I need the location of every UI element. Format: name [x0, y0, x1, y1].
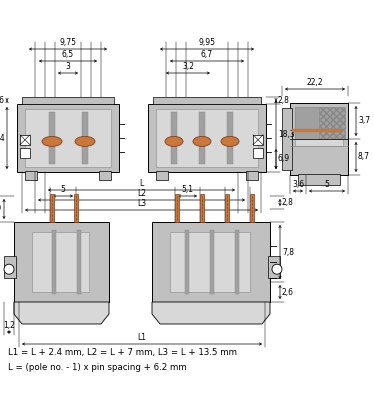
- Text: 5: 5: [61, 185, 65, 194]
- Text: 6,5: 6,5: [62, 50, 74, 59]
- Bar: [50, 194, 54, 222]
- Text: 2,6: 2,6: [282, 288, 294, 296]
- Bar: [152, 222, 270, 302]
- Text: 6,9: 6,9: [278, 154, 290, 164]
- Bar: [295, 107, 321, 139]
- Bar: [99, 171, 111, 180]
- Text: 7,8: 7,8: [282, 248, 294, 256]
- Bar: [32, 232, 89, 292]
- Ellipse shape: [165, 136, 183, 146]
- Bar: [148, 104, 266, 172]
- Polygon shape: [152, 302, 270, 324]
- Bar: [250, 194, 254, 222]
- Polygon shape: [14, 302, 109, 324]
- Text: L1: L1: [138, 333, 147, 342]
- Bar: [22, 97, 114, 104]
- Bar: [295, 106, 343, 146]
- Bar: [227, 112, 233, 164]
- Bar: [82, 112, 88, 164]
- Text: 8,7: 8,7: [358, 152, 370, 162]
- Text: L = (pole no. - 1) x pin spacing + 6.2 mm: L = (pole no. - 1) x pin spacing + 6.2 m…: [8, 362, 187, 372]
- Text: L3: L3: [137, 199, 146, 208]
- Bar: [171, 112, 177, 164]
- Text: 11,4: 11,4: [0, 134, 4, 142]
- Text: 18,3: 18,3: [278, 130, 295, 139]
- Bar: [185, 230, 189, 294]
- Text: L1 = L + 2.4 mm, L2 = L + 7 mm, L3 = L + 13.5 mm: L1 = L + 2.4 mm, L2 = L + 7 mm, L3 = L +…: [8, 348, 237, 358]
- Bar: [20, 148, 30, 158]
- Text: 9,95: 9,95: [199, 38, 215, 47]
- Circle shape: [272, 264, 282, 274]
- Bar: [253, 135, 263, 145]
- Ellipse shape: [221, 136, 239, 146]
- Bar: [235, 230, 239, 294]
- Text: 3,9: 3,9: [0, 204, 1, 214]
- Bar: [253, 148, 263, 158]
- Bar: [170, 232, 250, 292]
- Bar: [282, 108, 292, 170]
- Text: 3,2: 3,2: [182, 62, 194, 71]
- Text: 3,6: 3,6: [292, 180, 304, 189]
- Text: 6,7: 6,7: [201, 50, 213, 59]
- Text: 2,8: 2,8: [282, 198, 294, 207]
- Bar: [25, 109, 111, 167]
- Bar: [199, 112, 205, 164]
- Bar: [268, 256, 280, 278]
- Text: L2: L2: [137, 189, 146, 198]
- Bar: [77, 230, 81, 294]
- Bar: [156, 171, 168, 180]
- Ellipse shape: [193, 136, 211, 146]
- Text: L: L: [140, 179, 144, 188]
- Bar: [49, 112, 55, 164]
- Bar: [225, 194, 229, 222]
- Bar: [17, 104, 119, 172]
- Bar: [200, 194, 204, 222]
- Text: 2,8: 2,8: [278, 96, 290, 105]
- Text: 3,7: 3,7: [358, 116, 370, 126]
- Text: 5: 5: [325, 180, 329, 189]
- Bar: [153, 97, 261, 104]
- Text: 9,75: 9,75: [59, 38, 77, 47]
- Bar: [298, 174, 340, 185]
- Bar: [290, 103, 348, 175]
- Bar: [52, 230, 56, 294]
- Ellipse shape: [42, 136, 62, 146]
- Text: 3: 3: [65, 62, 70, 71]
- Circle shape: [4, 264, 14, 274]
- Bar: [14, 222, 109, 302]
- Bar: [210, 230, 214, 294]
- Ellipse shape: [75, 136, 95, 146]
- Bar: [25, 171, 37, 180]
- Bar: [175, 194, 179, 222]
- Bar: [246, 171, 258, 180]
- Text: 5,1: 5,1: [181, 185, 193, 194]
- Bar: [74, 194, 78, 222]
- Bar: [4, 256, 16, 278]
- Text: 1,2: 1,2: [3, 321, 15, 330]
- Bar: [20, 135, 30, 145]
- Bar: [156, 109, 258, 167]
- Text: 22,2: 22,2: [307, 78, 323, 87]
- Text: 2,6: 2,6: [0, 96, 4, 105]
- Bar: [319, 107, 345, 139]
